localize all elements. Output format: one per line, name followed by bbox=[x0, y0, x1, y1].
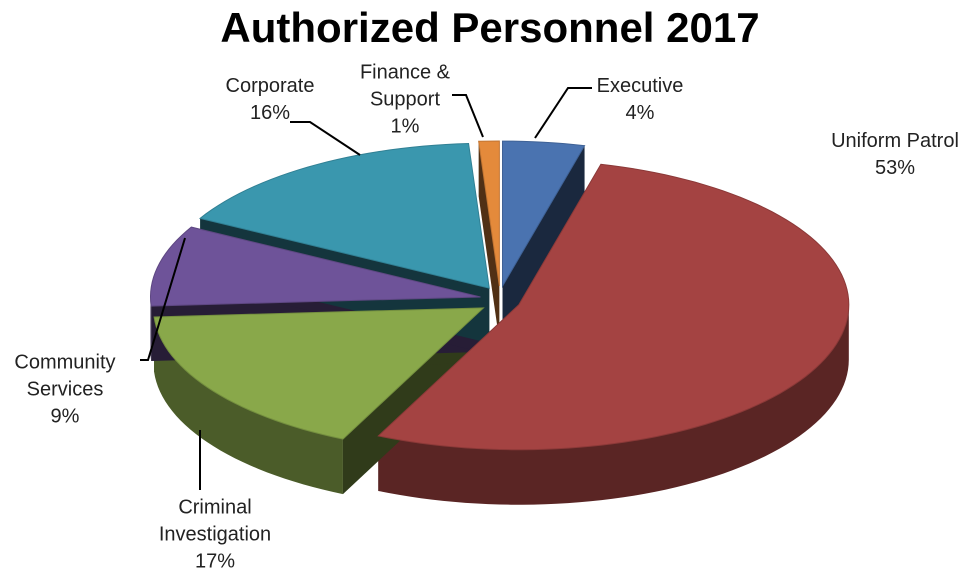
slice bbox=[149, 226, 481, 307]
slice-name: Executive bbox=[596, 75, 684, 97]
leader-line bbox=[140, 237, 186, 361]
slice bbox=[153, 307, 485, 440]
slice-side bbox=[150, 296, 152, 362]
slice-name: Criminal Investigation bbox=[158, 496, 272, 546]
slice-value: 16% bbox=[249, 102, 291, 124]
leader-line bbox=[452, 94, 484, 138]
slice bbox=[377, 163, 850, 451]
slice-label: Community Services 9% bbox=[0, 350, 130, 431]
slice-label: Criminal Investigation 17% bbox=[140, 495, 290, 576]
slice-label: Corporate 16% bbox=[205, 73, 335, 127]
slice-value: 17% bbox=[194, 550, 236, 573]
slice-name: Uniform Patrol bbox=[831, 130, 959, 152]
slice-side bbox=[378, 304, 849, 505]
slice-name: Community Services bbox=[14, 351, 116, 401]
slice bbox=[502, 140, 586, 288]
slice-value: 4% bbox=[625, 102, 655, 124]
slice-wall bbox=[502, 145, 585, 342]
slice-side bbox=[154, 316, 343, 495]
slice-label: Finance & Support 1% bbox=[350, 60, 460, 141]
slice-name: Finance & Support bbox=[359, 61, 451, 111]
pie-tops bbox=[149, 140, 850, 451]
slice bbox=[478, 140, 500, 287]
leader-line bbox=[290, 121, 361, 156]
slice bbox=[198, 142, 490, 289]
slice-label: Uniform Patrol 53% bbox=[795, 128, 980, 182]
slice-value: 1% bbox=[390, 115, 420, 138]
slice-wall bbox=[478, 141, 500, 342]
chart-title: Authorized Personnel 2017 bbox=[220, 4, 760, 51]
slice-value: 53% bbox=[874, 157, 916, 179]
slice-value: 9% bbox=[50, 405, 80, 428]
slice-label: Executive 4% bbox=[570, 73, 710, 127]
slice-name: Corporate bbox=[225, 75, 315, 97]
leader-line bbox=[534, 87, 592, 139]
